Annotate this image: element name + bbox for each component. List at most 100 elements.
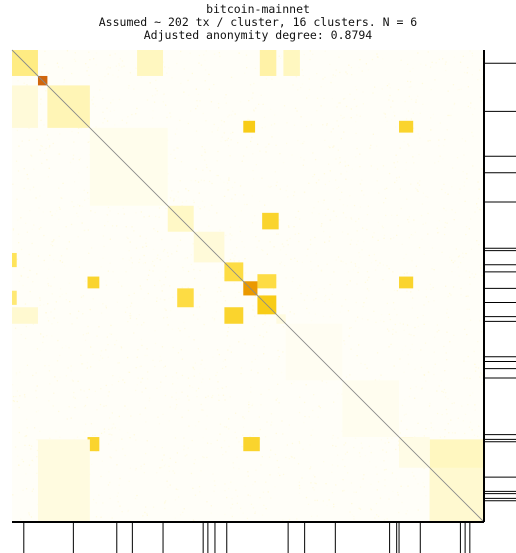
- heatmap-noise-cell: [106, 120, 109, 122]
- heatmap-noise-cell: [180, 161, 183, 163]
- heatmap-noise-cell: [169, 484, 171, 486]
- heatmap-noise-cell: [332, 146, 334, 148]
- heatmap-noise-cell: [427, 301, 430, 303]
- heatmap-noise-cell: [316, 97, 319, 99]
- heatmap-noise-cell: [255, 164, 257, 166]
- heatmap-noise-cell: [476, 240, 478, 242]
- heatmap-noise-cell: [463, 154, 465, 156]
- heatmap-noise-cell: [261, 127, 263, 129]
- heatmap-noise-cell: [85, 332, 88, 335]
- heatmap-noise-cell: [372, 236, 374, 238]
- heatmap-noise-cell: [43, 304, 45, 306]
- heatmap-noise-cell: [139, 413, 141, 415]
- heatmap-noise-cell: [32, 460, 34, 462]
- heatmap-noise-cell: [138, 261, 140, 264]
- heatmap-noise-cell: [30, 448, 32, 450]
- heatmap-noise-cell: [117, 213, 119, 215]
- heatmap-noise-cell: [192, 487, 194, 489]
- heatmap-noise-cell: [195, 130, 198, 132]
- heatmap-noise-cell: [436, 331, 438, 333]
- heatmap-noise-cell: [199, 294, 202, 296]
- heatmap-noise-cell: [224, 513, 226, 516]
- heatmap-noise-cell: [66, 50, 69, 52]
- heatmap-noise-cell: [119, 505, 121, 507]
- heatmap-noise-cell: [406, 324, 409, 326]
- heatmap-noise-cell: [392, 333, 394, 335]
- heatmap-noise-cell: [164, 463, 166, 466]
- heatmap-noise-cell: [314, 236, 316, 239]
- heatmap-noise-cell: [187, 377, 190, 379]
- heatmap-noise-cell: [249, 436, 251, 438]
- heatmap-noise-cell: [392, 100, 394, 102]
- heatmap-noise-cell: [16, 198, 18, 200]
- heatmap-noise-cell: [212, 473, 214, 475]
- heatmap-noise-cell: [223, 131, 226, 134]
- heatmap-noise-cell: [335, 445, 337, 447]
- heatmap-noise-cell: [196, 100, 198, 102]
- heatmap-noise-cell: [234, 113, 236, 115]
- heatmap-noise-cell: [390, 119, 393, 121]
- heatmap-noise-cell: [462, 256, 464, 258]
- heatmap-noise-cell: [230, 351, 232, 353]
- heatmap-noise-cell: [396, 177, 398, 179]
- heatmap-noise-cell: [388, 498, 390, 500]
- heatmap-noise-cell: [297, 210, 300, 212]
- heatmap-noise-cell: [270, 424, 272, 426]
- heatmap-noise-cell: [355, 156, 357, 158]
- heatmap-noise-cell: [208, 180, 211, 183]
- heatmap-noise-cell: [133, 434, 135, 436]
- heatmap-noise-cell: [79, 205, 81, 207]
- heatmap-noise-cell: [107, 270, 109, 272]
- heatmap-noise-cell: [198, 421, 200, 423]
- heatmap-noise-cell: [230, 507, 232, 509]
- heatmap-noise-cell: [305, 384, 307, 386]
- heatmap-noise-cell: [102, 257, 104, 259]
- heatmap-noise-cell: [95, 64, 97, 66]
- heatmap-noise-cell: [463, 181, 466, 183]
- heatmap-noise-cell: [126, 122, 128, 124]
- heatmap-noise-cell: [388, 268, 390, 270]
- heatmap-noise-cell: [204, 151, 207, 154]
- heatmap-noise-cell: [36, 439, 38, 441]
- heatmap-noise-cell: [218, 399, 220, 401]
- heatmap-noise-cell: [349, 280, 351, 282]
- heatmap-noise-cell: [403, 273, 405, 275]
- heatmap-noise-cell: [157, 254, 159, 256]
- heatmap-noise-cell: [400, 485, 402, 487]
- heatmap-noise-cell: [370, 483, 372, 485]
- heatmap-noise-cell: [56, 210, 58, 212]
- heatmap-noise-cell: [121, 285, 123, 287]
- heatmap-noise-cell: [401, 404, 404, 407]
- offdiag-block-18: [37, 439, 90, 522]
- heatmap-noise-cell: [361, 190, 363, 192]
- heatmap-noise-cell: [432, 286, 434, 289]
- heatmap-noise-cell: [267, 185, 269, 188]
- heatmap-noise-cell: [137, 377, 139, 379]
- heatmap-noise-cell: [328, 499, 330, 501]
- heatmap-noise-cell: [399, 432, 401, 434]
- heatmap-noise-cell: [165, 500, 167, 502]
- heatmap-noise-cell: [59, 354, 61, 357]
- heatmap-noise-cell: [188, 94, 190, 96]
- heatmap-noise-cell: [128, 85, 130, 87]
- heatmap-noise-cell: [454, 211, 457, 214]
- heatmap-noise-cell: [444, 429, 446, 431]
- heatmap-noise-cell: [475, 273, 477, 275]
- heatmap-noise-cell: [229, 396, 231, 398]
- heatmap-noise-cell: [474, 363, 476, 365]
- heatmap-noise-cell: [168, 470, 171, 472]
- heatmap-noise-cell: [474, 370, 477, 372]
- heatmap-noise-cell: [343, 444, 345, 446]
- heatmap-noise-cell: [328, 163, 330, 165]
- heatmap-noise-cell: [24, 444, 26, 446]
- heatmap-noise-cell: [37, 410, 40, 412]
- heatmap-noise-cell: [307, 248, 309, 250]
- heatmap-noise-cell: [59, 133, 61, 135]
- offdiag-block-0: [137, 50, 164, 76]
- heatmap-noise-cell: [414, 478, 417, 480]
- heatmap-noise-cell: [114, 344, 116, 346]
- heatmap-noise-cell: [270, 449, 272, 451]
- heatmap-noise-cell: [377, 239, 379, 241]
- heatmap-noise-cell: [163, 93, 165, 95]
- heatmap-noise-cell: [108, 391, 110, 393]
